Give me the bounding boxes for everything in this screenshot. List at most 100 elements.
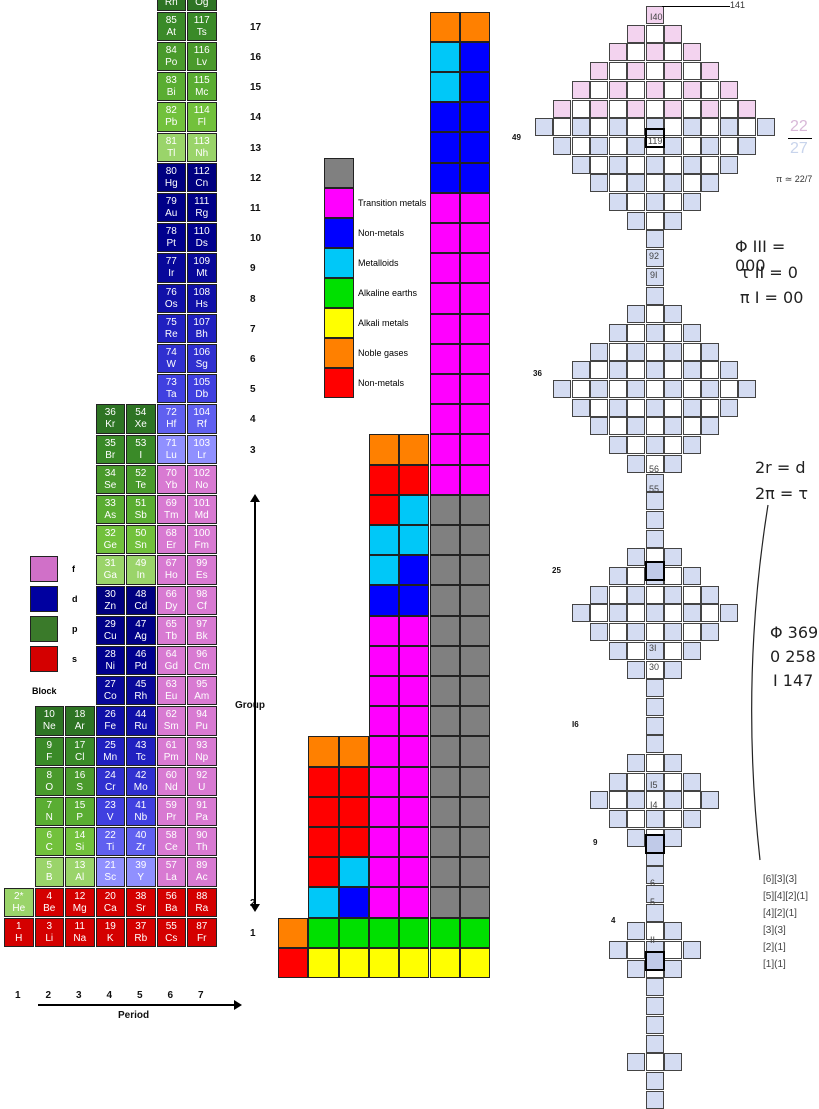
atomic-number: 108 — [193, 286, 211, 298]
shell-notation: [3](3] — [763, 925, 786, 936]
element-cell: 113 Nh — [187, 132, 217, 162]
diamond-cell — [682, 155, 701, 174]
category-label: Alkaline earths — [358, 288, 418, 298]
element-symbol: Sg — [195, 359, 208, 370]
element-cell: 14 Si — [65, 827, 95, 857]
diamond-cell — [627, 454, 646, 473]
atomic-number: 46 — [135, 649, 147, 660]
element-cell: 30 Zn — [95, 585, 125, 615]
element-cell: 100 Fm — [187, 525, 217, 555]
diamond-cell — [664, 398, 683, 417]
category-cell — [429, 525, 460, 556]
diamond-cell — [608, 623, 627, 642]
category-cell — [399, 827, 430, 858]
diamond-cell — [645, 267, 664, 286]
diamond-cell — [627, 941, 646, 959]
diamond-cell — [682, 118, 701, 137]
diamond-cell — [664, 585, 683, 604]
diamond-cell — [682, 641, 701, 660]
element-cell: 68 Er — [156, 525, 186, 555]
category-cell — [429, 645, 460, 676]
diamond-cell — [627, 585, 646, 604]
element-symbol: Te — [135, 479, 147, 491]
element-cell: 31 Ga — [95, 555, 125, 585]
diamond-cell — [571, 80, 590, 99]
category-label: Non-metals — [358, 378, 405, 388]
fraction-bottom: 27 — [790, 140, 808, 157]
diamond-cell — [738, 118, 757, 137]
diamond-cell — [608, 323, 627, 342]
element-symbol: Pm — [163, 751, 179, 763]
element-symbol: Na — [73, 932, 87, 944]
element-symbol: In — [136, 570, 145, 582]
diamond-cell — [608, 99, 627, 118]
element-symbol: Lu — [165, 449, 177, 461]
element-cell: 99 Es — [187, 555, 217, 585]
element-cell: 59 Pr — [156, 797, 186, 827]
category-cell — [429, 796, 460, 827]
category-cell — [368, 706, 400, 737]
diamond-cell — [645, 1015, 664, 1034]
atomic-number: 50 — [135, 528, 147, 540]
diamond-cell — [664, 959, 683, 978]
diamond-cell — [664, 174, 683, 193]
element-symbol: Pa — [195, 812, 208, 823]
atomic-number: 7 — [46, 800, 53, 811]
element-cell: 12 Mg — [65, 887, 95, 917]
atomic-number: 38 — [135, 890, 147, 902]
element-symbol: Au — [165, 208, 178, 219]
diamond-cell — [571, 99, 590, 118]
equation-r: 2r = d — [755, 458, 806, 477]
diamond-cell — [590, 417, 609, 436]
element-cell: 108 Hs — [187, 283, 217, 313]
element-symbol: Sm — [163, 721, 179, 733]
diamond-cell — [645, 978, 664, 997]
element-cell: 62 Sm — [156, 706, 186, 736]
shell-notation: [2](1] — [763, 942, 786, 953]
atomic-number: 111 — [194, 196, 210, 207]
diamond-cell — [701, 604, 720, 623]
element-cell: 57 La — [156, 857, 186, 887]
category-cell — [338, 736, 369, 767]
atomic-number: 78 — [165, 226, 177, 238]
element-cell: 43 Tc — [126, 736, 156, 766]
equation-258: 0 258 — [770, 647, 816, 666]
category-cell — [368, 555, 400, 586]
category-cell — [399, 434, 430, 465]
diamond-side-number: 36 — [533, 369, 542, 378]
category-cell — [429, 223, 460, 254]
diamond-cell — [627, 398, 646, 417]
diamond-cell — [645, 510, 664, 529]
element-cell: 46 Pd — [126, 646, 156, 676]
element-symbol: Pt — [166, 238, 176, 250]
category-cell — [429, 72, 460, 103]
diamond-label: 3I — [649, 643, 657, 653]
atomic-number: 5 — [46, 860, 53, 872]
element-cell: 11 Na — [65, 917, 95, 947]
diamond-cell — [682, 62, 701, 81]
diamond-cell — [682, 585, 701, 604]
category-cell — [429, 555, 460, 586]
diamond-cell — [645, 323, 664, 342]
element-symbol: Ag — [134, 630, 147, 642]
atomic-number: 49 — [135, 558, 147, 570]
element-symbol: F — [46, 751, 53, 763]
element-symbol: Am — [194, 691, 210, 703]
atomic-number: 102 — [193, 467, 211, 479]
atomic-number: 56 — [165, 890, 177, 902]
atomic-number: 79 — [165, 196, 177, 207]
group-label: 3 — [250, 444, 256, 456]
diamond-cell — [664, 828, 683, 847]
element-symbol: Lr — [197, 449, 207, 461]
diamond-cell — [608, 567, 627, 585]
atomic-number: 16 — [74, 769, 86, 781]
diamond-cell — [590, 99, 609, 118]
category-cell — [459, 404, 491, 435]
element-cell: 79 Au — [156, 193, 186, 223]
diamond-cell — [664, 922, 683, 941]
diamond-cell — [664, 305, 683, 324]
category-cell — [429, 41, 460, 72]
element-symbol: Tm — [164, 510, 179, 521]
element-symbol: Rb — [134, 932, 148, 944]
